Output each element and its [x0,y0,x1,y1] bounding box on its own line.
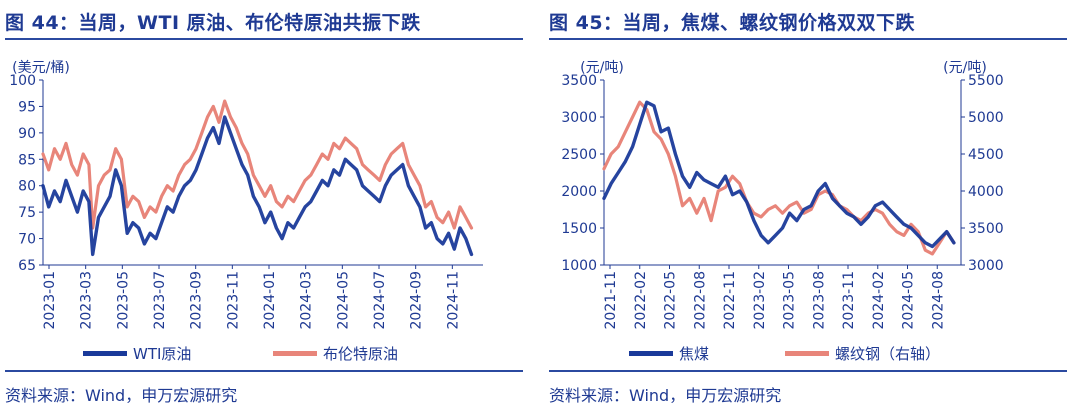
y-right-tick-label: 5000 [968,110,1004,126]
legend-swatch-coking-coal [629,351,673,356]
bottom-divider [549,370,1067,372]
source-note: 资料来源：Wind，申万宏源研究 [5,386,238,405]
legend-swatch-brent [273,351,317,356]
x-tick-label: 2024-01 [262,271,278,330]
chart-panel-wti-brent: 图 44：当周，WTI 原油、布伦特原油共振下跌 65 70 75 80 85 90 95 1… [5,0,525,410]
y-tick-label: 100 [9,73,36,89]
y-axis-unit-label: (元/吨) [580,60,624,76]
y-tick-label: 2000 [561,184,597,200]
x-tick-label: 2023-02 [752,271,768,330]
legend-label-coking-coal: 焦煤 [679,345,710,363]
series-line-1 [602,100,956,249]
y-right-tick-label: 3500 [968,221,1004,237]
chart-panel-coal-rebar: 图 45：当周，焦煤、螺纹钢价格双双下跌 1000 1500 2000 2500 300… [549,0,1069,410]
y-tick-label: 2500 [561,147,597,163]
y-tick-label: 75 [18,205,36,221]
x-tick-label: 2023-01 [42,271,58,330]
x-tick-label: 2023-11 [225,271,241,330]
series-line-0 [602,100,956,256]
legend-item-rebar: 螺纹钢（右轴） [785,343,940,364]
x-tick-label: 2022-08 [692,271,708,330]
legend-item-wti: WTI原油 [83,343,191,364]
x-tick-label: 2023-08 [811,271,827,330]
y-right-tick-label: 5500 [968,73,1004,89]
x-tick-label: 2024-05 [901,271,917,330]
chart-title: 图 45：当周，焦煤、螺纹钢价格双双下跌 [549,12,916,34]
x-tick-label: 2024-11 [445,271,461,330]
x-tick-label: 2023-05 [782,271,798,330]
source-note: 资料来源：Wind，申万宏源研究 [549,386,782,405]
chart-title: 图 44：当周，WTI 原油、布伦特原油共振下跌 [5,12,421,34]
legend-swatch-wti [83,351,127,356]
legend-label-rebar: 螺纹钢（右轴） [835,345,941,363]
y-tick-label: 1500 [561,221,597,237]
y-tick-label: 80 [18,179,36,195]
y-tick-label: 85 [18,152,36,168]
series-line-0 [41,99,474,230]
oil-price-chart: 65 70 75 80 85 90 95 100(美元/桶) 2023-01 2023-03 202… [9,60,483,330]
x-tick-label: 2023-03 [79,271,95,330]
title-divider [549,38,1067,40]
y-tick-label: 70 [18,232,36,248]
y-axis-unit-label: (美元/桶) [12,60,70,76]
x-tick-label: 2024-07 [372,271,388,330]
x-tick-label: 2022-05 [663,271,679,330]
y-tick-label: 65 [18,258,36,274]
y-tick-label: 90 [18,126,36,142]
y-tick-label: 3000 [561,110,597,126]
y-right-tick-label: 4000 [968,184,1004,200]
y-right-tick-label: 4500 [968,147,1004,163]
y-right-tick-label: 3000 [968,258,1004,274]
x-tick-label: 2024-09 [409,271,425,330]
x-tick-label: 2024-05 [335,271,351,330]
x-tick-label: 2024-03 [299,271,315,330]
x-tick-label: 2023-07 [152,271,168,330]
legend-label-brent: 布伦特原油 [323,345,399,363]
legend-label-wti: WTI原油 [133,345,192,363]
title-divider [5,38,523,40]
bottom-divider [5,370,523,372]
legend-swatch-rebar [785,351,829,356]
y-tick-label: 3500 [561,73,597,89]
y-right-axis-unit-label: (元/吨) [943,60,987,76]
x-tick-label: 2024-08 [930,271,946,330]
x-tick-label: 2023-05 [115,271,131,330]
series-line-1 [41,115,474,257]
x-tick-label: 2024-02 [871,271,887,330]
coal-rebar-price-chart: 1000 1500 2000 2500 3000 3500 3000 3500 4000 4500… [561,60,1004,330]
y-tick-label: 95 [18,99,36,115]
legend-item-brent: 布伦特原油 [273,343,398,364]
legend-item-coking-coal: 焦煤 [629,343,709,364]
x-tick-label: 2022-02 [633,271,649,330]
x-tick-label: 2021-11 [603,271,619,330]
y-tick-label: 1000 [561,258,597,274]
x-tick-label: 2022-11 [722,271,738,330]
x-tick-label: 2023-11 [841,271,857,330]
x-tick-label: 2023-09 [189,271,205,330]
